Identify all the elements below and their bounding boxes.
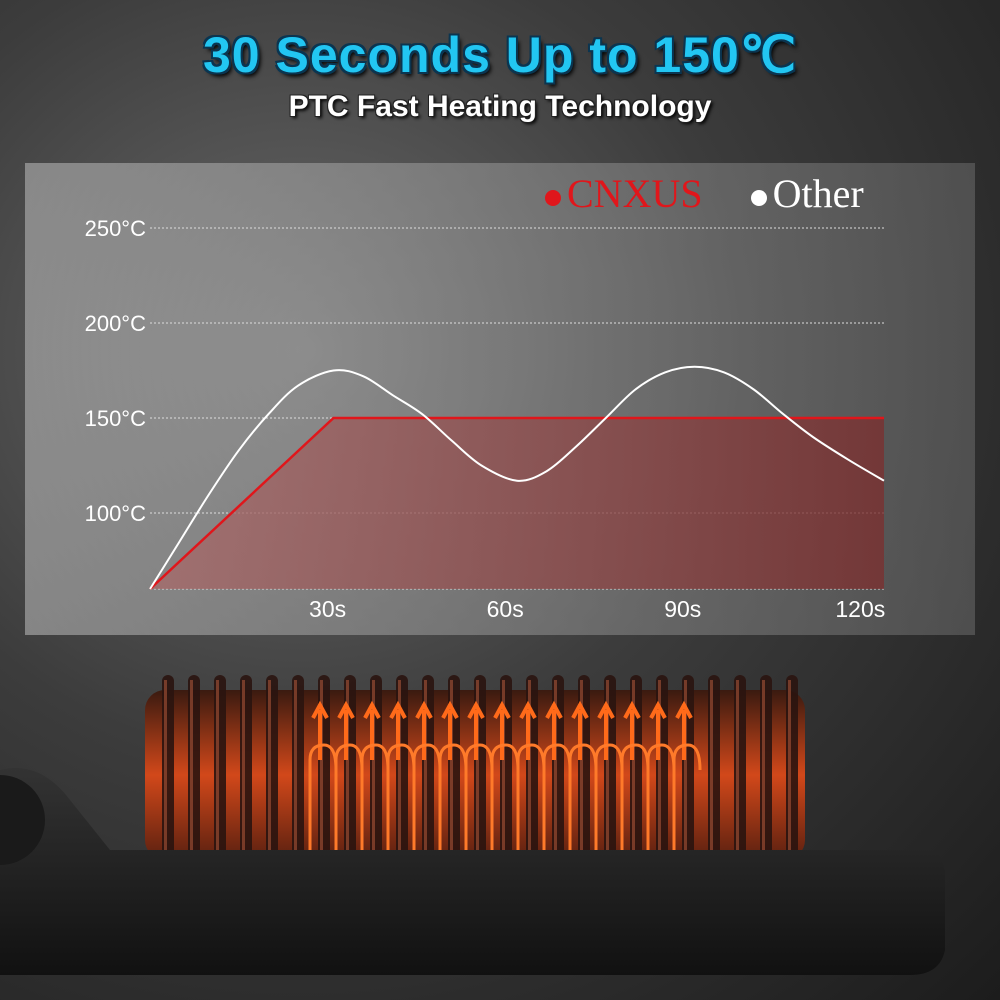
heat-flow-arrow-icon — [672, 743, 702, 850]
tooth-highlight — [346, 680, 349, 850]
cnxus-area — [150, 418, 884, 589]
heat-arrow-up-icon — [337, 700, 355, 760]
tooth-highlight — [554, 680, 557, 850]
tooth-highlight — [164, 680, 167, 850]
comb-tooth — [162, 675, 174, 860]
tooth-highlight — [424, 680, 427, 850]
heat-arrow-up-icon — [441, 700, 459, 760]
subheadline: PTC Fast Heating Technology — [288, 90, 712, 123]
comb-tooth — [214, 675, 226, 860]
heat-arrow-up-icon — [675, 700, 693, 760]
legend-label: CNXUS — [567, 171, 703, 216]
comb-tooth — [786, 675, 798, 860]
heat-arrow-up-icon — [623, 700, 641, 760]
tooth-highlight — [710, 680, 713, 850]
device-handle — [0, 775, 45, 865]
tooth-highlight — [580, 680, 583, 850]
y-tick-label: 200°C — [85, 311, 147, 336]
heat-arrow-up-icon — [415, 700, 433, 760]
headline: 30 Seconds Up to 150℃ — [203, 27, 797, 83]
y-tick-label: 250°C — [85, 216, 147, 241]
tooth-highlight — [294, 680, 297, 850]
tooth-highlight — [736, 680, 739, 850]
tooth-highlight — [320, 680, 323, 850]
legend-item-other: Other — [750, 170, 864, 217]
legend-item-cnxus: CNXUS — [545, 170, 703, 217]
legend-label: Other — [772, 171, 864, 216]
tooth-highlight — [398, 680, 401, 850]
comb-tooth — [708, 675, 720, 860]
heating-chart: 100°C 150°C 200°C 250°C 30s 60s 90s 120s — [85, 216, 885, 622]
comb-tooth — [240, 675, 252, 860]
heat-arrow-up-icon — [363, 700, 381, 760]
heat-arrow-up-icon — [389, 700, 407, 760]
tooth-highlight — [372, 680, 375, 850]
comb-tooth — [734, 675, 746, 860]
tooth-highlight — [606, 680, 609, 850]
hair-straightener-comb-illustration — [0, 675, 945, 975]
tooth-highlight — [684, 680, 687, 850]
tooth-highlight — [762, 680, 765, 850]
comb-tooth — [760, 675, 772, 860]
tooth-highlight — [658, 680, 661, 850]
x-tick-label: 90s — [664, 596, 701, 622]
heat-arrow-up-icon — [311, 700, 329, 760]
heat-arrow-up-icon — [597, 700, 615, 760]
tooth-highlight — [268, 680, 271, 850]
heat-arrow-up-icon — [545, 700, 563, 760]
x-tick-label: 30s — [309, 596, 346, 622]
heat-arrow-up-icon — [519, 700, 537, 760]
device-body — [0, 768, 945, 975]
tooth-highlight — [476, 680, 479, 850]
heat-arrow-up-icon — [649, 700, 667, 760]
y-tick-label: 150°C — [85, 406, 147, 431]
x-tick-label: 60s — [487, 596, 524, 622]
heat-arrow-up-icon — [467, 700, 485, 760]
cnxus-line — [149, 416, 884, 590]
legend-dot-red-icon — [545, 189, 561, 206]
comb-tooth — [266, 675, 278, 860]
heat-arrow-up-icon — [493, 700, 511, 760]
y-tick-label: 100°C — [85, 501, 147, 526]
comb-tooth — [188, 675, 200, 860]
tooth-highlight — [242, 680, 245, 850]
other-line — [149, 365, 885, 590]
tooth-highlight — [450, 680, 453, 850]
tooth-highlight — [216, 680, 219, 850]
comb-tooth — [292, 675, 304, 860]
tooth-highlight — [788, 680, 791, 850]
chart-legend: CNXUS Other — [545, 170, 864, 217]
tooth-highlight — [632, 680, 635, 850]
legend-dot-white-icon — [750, 189, 767, 206]
heat-arrow-up-icon — [571, 700, 589, 760]
x-tick-label: 120s — [835, 596, 885, 622]
tooth-highlight — [502, 680, 505, 850]
tooth-highlight — [528, 680, 531, 850]
tooth-highlight — [190, 680, 193, 850]
